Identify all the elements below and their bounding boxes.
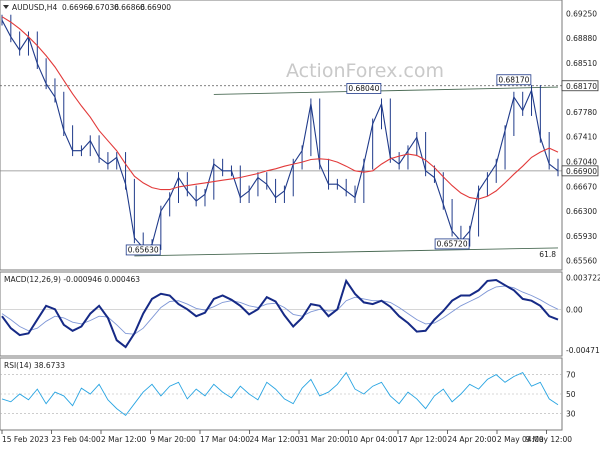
price-tick-4: 0.67780 [566, 108, 597, 117]
rsi-tick-0: 70 [566, 371, 576, 380]
price-annotation-group: 0.68170 0.68040 0.65630 0.65720 [125, 74, 532, 256]
price-open: 0.66969 [62, 3, 93, 12]
x-tick-0: 15 Feb 2023 [2, 435, 49, 444]
x-tick-2: 2 Mar 12:00 [101, 435, 147, 444]
price-tick-3: 0.68170 [566, 82, 597, 91]
x-tick-8: 17 Apr 12:00 [398, 435, 447, 444]
rsi-tick-2: 30 [566, 409, 576, 418]
price-low: 0.66866 [114, 3, 145, 12]
annotation-label-2: 0.65630 [128, 245, 159, 254]
price-tick-8: 0.66670 [566, 182, 597, 191]
price-high: 0.67036 [88, 3, 119, 12]
rsi-title: RSI(14) 38.6733 [4, 361, 65, 370]
price-tick-box-3 [561, 80, 599, 92]
price-tick-10: 0.65930 [566, 232, 597, 241]
x-tick-10: 2 May 04:00 [497, 435, 544, 444]
macd-tick-0: 0.003722 [566, 273, 600, 282]
annotation-box-2 [125, 244, 161, 256]
price-grid-group [0, 85, 562, 257]
price-tick-9: 0.66300 [566, 207, 597, 216]
x-tick-5: 24 Mar 12:00 [250, 435, 300, 444]
macd-signal-line [1, 285, 559, 335]
macd-line [1, 278, 559, 349]
trendline-1 [134, 247, 559, 257]
price-tick-7: 0.66900 [566, 167, 597, 176]
annotation-box-3 [434, 238, 470, 250]
price-tick-1: 0.68880 [566, 34, 597, 43]
right-fragment-label: 61.8 [539, 250, 556, 259]
price-tick-0: 0.69250 [566, 9, 597, 18]
macd-series-group [0, 278, 562, 349]
watermark: ActionForex.com [286, 60, 444, 82]
price-series-group [1, 14, 559, 254]
x-tick-6: 31 Mar 20:00 [299, 435, 349, 444]
annotation-box-1 [346, 83, 382, 94]
annotation-label-0: 0.68170 [498, 75, 529, 84]
price-tick-6: 0.67040 [566, 157, 597, 166]
x-tick-11: 9 May 12:00 [525, 435, 572, 444]
x-tick-7: 10 Apr 04:00 [349, 435, 398, 444]
moving-average-line [1, 16, 559, 200]
rsi-series-group [0, 371, 562, 417]
price-close: 0.66900 [140, 3, 171, 12]
macd-tick-2: -0.004716 [566, 346, 600, 355]
price-tick-2: 0.68510 [566, 59, 597, 68]
x-tick-3: 9 Mar 20:00 [151, 435, 197, 444]
trendline-0 [213, 86, 559, 95]
price-tick-box-7 [561, 165, 599, 177]
price-symbol: AUDUSD,H4 [12, 3, 57, 12]
collapse-triangle-icon[interactable] [3, 5, 9, 9]
price-series-line [1, 19, 559, 249]
x-tick-1: 23 Feb 04:00 [52, 435, 101, 444]
rsi-tick-1: 50 [566, 390, 576, 399]
annotation-label-1: 0.68040 [348, 84, 379, 93]
macd-title: MACD(12,26,9) -0.000946 0.000463 [4, 275, 140, 284]
rsi-line [1, 371, 559, 417]
price-tick-5: 0.67410 [566, 133, 597, 142]
macd-panel [0, 271, 563, 357]
annotation-box-0 [496, 74, 532, 86]
x-tick-9: 24 Apr 20:00 [448, 435, 497, 444]
annotation-label-3: 0.65720 [437, 239, 468, 248]
price-tick-11: 0.65560 [566, 257, 597, 266]
price-panel [0, 0, 563, 271]
axis-labels-group: 0.69250 0.68880 0.68510 0.68170 0.67780 0.674… [1, 9, 600, 444]
macd-tick-1: 0.00 [566, 305, 583, 314]
price-header: AUDUSD,H4 0.66969 0.67036 0.66866 0.6690… [3, 3, 171, 12]
x-tick-4: 17 Mar 04:00 [200, 435, 250, 444]
